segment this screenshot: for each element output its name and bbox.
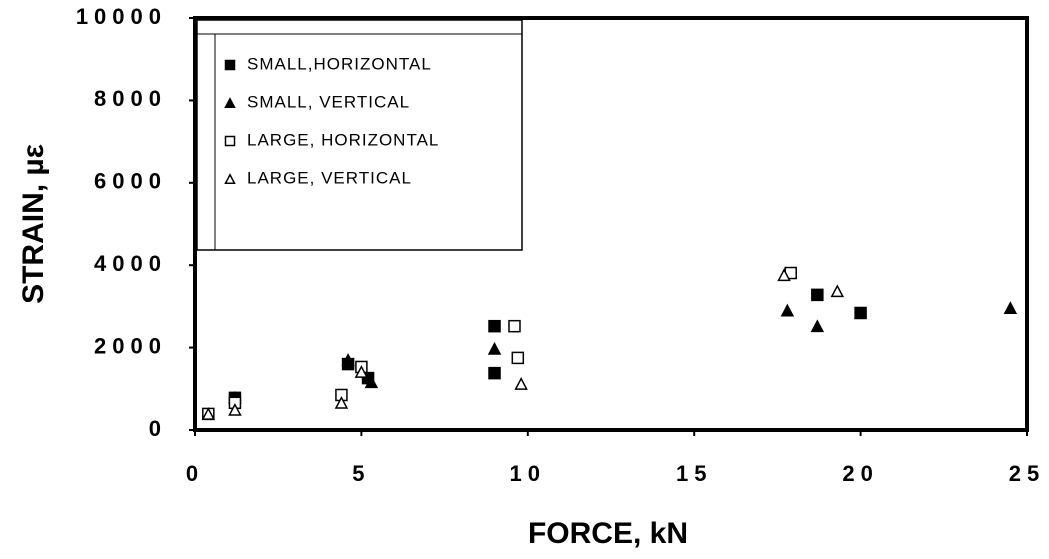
y-axis-title: STRAIN, µε bbox=[17, 144, 50, 304]
marker bbox=[511, 351, 525, 365]
y-tick-label: 8000 bbox=[94, 86, 167, 111]
marker bbox=[1003, 301, 1018, 315]
y-tick-label: 10000 bbox=[76, 4, 167, 29]
marker bbox=[780, 303, 795, 317]
legend-label: SMALL,HORIZONTAL bbox=[247, 54, 432, 73]
marker bbox=[334, 395, 349, 409]
marker bbox=[488, 366, 501, 380]
legend-label: SMALL, VERTICAL bbox=[247, 92, 410, 111]
legend-label: LARGE, VERTICAL bbox=[247, 168, 412, 187]
x-tick-label: 25 bbox=[1009, 461, 1045, 486]
legend-marker bbox=[224, 135, 236, 147]
y-tick-label: 4000 bbox=[94, 251, 167, 276]
marker bbox=[488, 319, 501, 333]
marker bbox=[201, 407, 216, 420]
marker bbox=[514, 377, 528, 390]
x-tick-label: 20 bbox=[842, 461, 878, 486]
y-tick-label: 6000 bbox=[94, 169, 167, 194]
marker bbox=[341, 353, 355, 366]
marker bbox=[508, 319, 521, 333]
marker bbox=[810, 319, 825, 333]
x-tick-label: 0 bbox=[186, 461, 204, 486]
marker bbox=[811, 288, 824, 302]
x-tick-label: 5 bbox=[352, 461, 370, 486]
y-tick-label: 0 bbox=[149, 416, 167, 441]
marker bbox=[777, 268, 791, 282]
marker bbox=[830, 284, 845, 298]
marker bbox=[854, 306, 867, 320]
marker bbox=[354, 365, 369, 378]
plot-frame bbox=[193, 16, 1029, 432]
marker bbox=[487, 342, 502, 355]
marker bbox=[228, 402, 242, 416]
legend-label: LARGE, HORIZONTAL bbox=[247, 130, 439, 149]
x-tick-label: 10 bbox=[510, 461, 546, 486]
legend-marker bbox=[224, 97, 236, 109]
legend-marker bbox=[224, 173, 236, 185]
x-tick-label: 15 bbox=[676, 461, 712, 486]
marker bbox=[364, 375, 379, 389]
y-tick-label: 2000 bbox=[94, 333, 167, 358]
legend-box bbox=[196, 19, 523, 251]
legend-marker bbox=[224, 59, 236, 71]
x-axis-title: FORCE, kN bbox=[528, 517, 688, 550]
